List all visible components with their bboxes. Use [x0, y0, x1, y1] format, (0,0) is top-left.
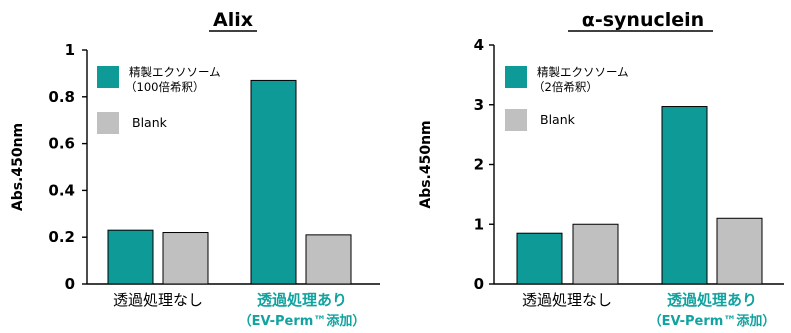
y-tick-label: 4: [474, 36, 484, 54]
category-label: 透過処理あり: [257, 291, 347, 309]
legend-label-sample: 精製エクソソーム: [129, 65, 221, 79]
y-tick-label: 0.4: [48, 181, 75, 199]
legend-swatch-blank: [505, 109, 527, 131]
bar-blank: [305, 234, 352, 285]
bar-sample: [107, 229, 154, 285]
y-tick-label: 3: [474, 96, 484, 114]
chart-title: α-synuclein: [582, 9, 704, 31]
y-tick-label: 0: [65, 275, 75, 293]
bar-blank: [716, 217, 763, 285]
y-axis-label: Abs.450nm: [418, 120, 434, 208]
category-sublabel: （EV-Perm™添加）: [649, 313, 776, 329]
legend-label-sample: 精製エクソソーム: [537, 65, 629, 79]
category-label: 透過処理なし: [113, 291, 203, 309]
y-tick-label: 0: [474, 275, 484, 293]
legend-label-sample-dilution: （2倍希釈）: [533, 80, 598, 94]
bar-sample: [516, 232, 563, 285]
y-tick-label: 0.8: [48, 88, 75, 106]
bar-sample: [250, 79, 297, 285]
category-sublabel: （EV-Perm™添加）: [239, 313, 366, 329]
y-tick-label: 2: [474, 156, 484, 174]
bar-blank: [162, 232, 209, 285]
legend-label-sample-dilution: （100倍希釈）: [125, 80, 204, 94]
bar-sample: [661, 106, 708, 285]
y-tick-label: 1: [474, 215, 484, 233]
legend-swatch-sample: [505, 66, 527, 88]
y-tick-label: 1: [65, 41, 75, 59]
legend-swatch-sample: [97, 66, 119, 88]
y-tick-label: 0.6: [48, 135, 75, 153]
bar-blank: [572, 223, 619, 285]
legend-label-blank: Blank: [540, 112, 576, 127]
category-label: 透過処理あり: [667, 291, 757, 309]
chart-title: Alix: [213, 9, 253, 31]
y-axis-label: Abs.450nm: [10, 123, 26, 211]
y-tick-label: 0.2: [48, 228, 75, 246]
category-label: 透過処理なし: [522, 291, 612, 309]
legend-swatch-blank: [97, 112, 119, 134]
legend-label-blank: Blank: [132, 115, 168, 130]
